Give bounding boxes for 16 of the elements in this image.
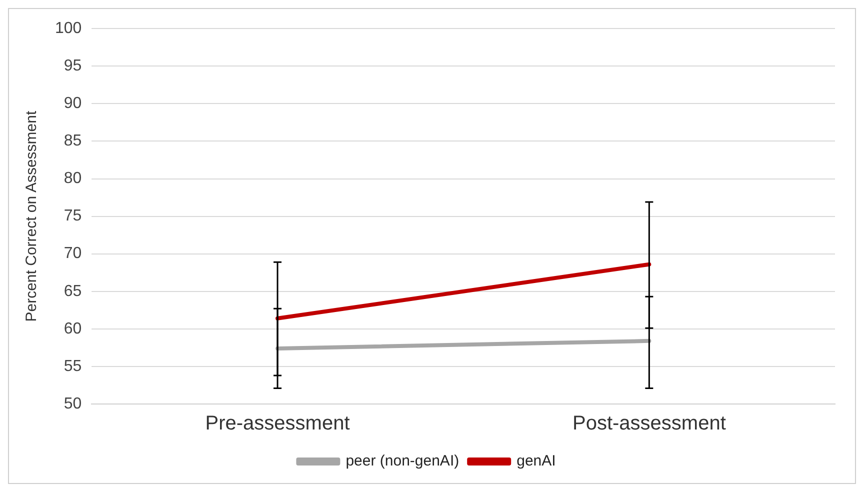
x-tick-label: Pre-assessment [205, 412, 350, 435]
x-tick-label: Post-assessment [572, 412, 726, 435]
y-tick-label: 90 [64, 95, 82, 112]
y-tick-label: 55 [64, 358, 82, 375]
y-tick-label: 50 [64, 395, 82, 412]
y-tick-label: 85 [64, 132, 82, 150]
legend-label: peer (non-genAI) [346, 452, 460, 470]
y-tick-label: 65 [64, 282, 82, 300]
y-tick-label: 60 [64, 320, 82, 338]
y-tick-label: 80 [64, 170, 82, 188]
y-tick-label: 70 [64, 245, 82, 262]
y-axis-title: Percent Correct on Assessment [23, 110, 40, 322]
y-tick-label: 75 [64, 208, 82, 225]
legend-label: genAI [516, 452, 556, 470]
y-tick-label: 95 [64, 58, 82, 75]
y-tick-label: 100 [54, 20, 82, 38]
